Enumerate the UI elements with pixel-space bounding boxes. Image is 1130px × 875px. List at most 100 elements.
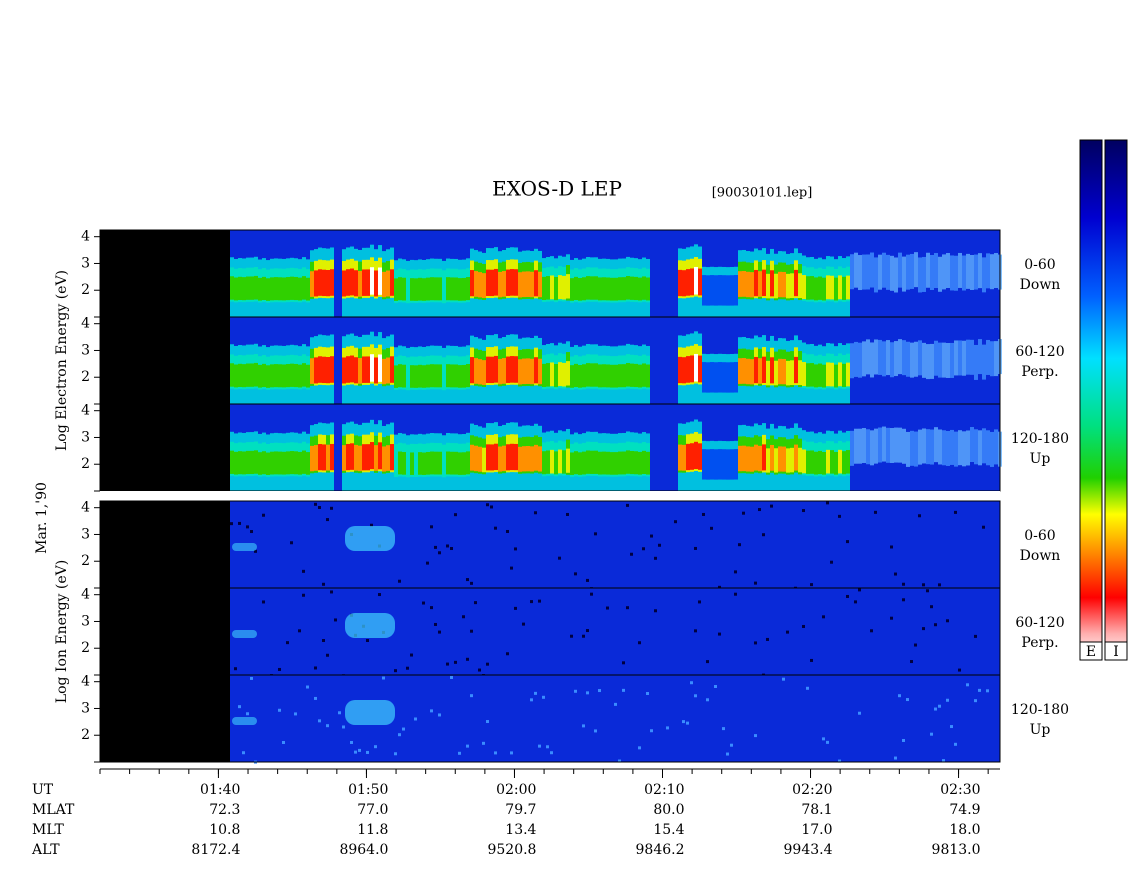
spectrum-cell: [506, 529, 509, 533]
spectrum-cell: [778, 358, 782, 385]
spectrum-cell: [682, 720, 685, 724]
spectrum-cell: [586, 629, 589, 633]
spectrum-cell: [282, 364, 286, 388]
spectrum-cell: [734, 457, 738, 478]
color-bar-label: I: [1113, 644, 1119, 660]
spectrum-cell: [610, 277, 614, 301]
spectrum-cell: [874, 510, 877, 514]
spectrum-cell: [806, 686, 809, 690]
spectrum-cell: [726, 370, 730, 391]
spectrum-cell: [614, 364, 618, 388]
spectrum-cell: [594, 363, 598, 387]
y-tick-label: 4: [81, 403, 90, 419]
spectrum-cell: [374, 270, 378, 297]
spectrum-cell: [698, 268, 702, 296]
spectrum-cell: [542, 451, 546, 475]
spectrum-cell: [426, 277, 430, 301]
spectrum-cell: [434, 545, 437, 549]
spectrum-cell: [694, 694, 697, 698]
spectrum-cell: [438, 551, 441, 555]
spectrum-cell: [614, 452, 618, 475]
spectrum-cell: [318, 444, 322, 471]
spectrum-cell: [738, 358, 742, 384]
spectrum-cell: [894, 572, 897, 576]
spectrum-cell: [546, 450, 550, 474]
orbit-value: 9520.8: [487, 842, 536, 858]
spectrum-cell: [802, 362, 806, 387]
spectrum-cell: [586, 691, 589, 695]
spectrum-cell: [298, 277, 302, 301]
spectrum-cell: [842, 451, 846, 475]
spectrum-cell: [626, 503, 629, 507]
spectrum-cell: [554, 451, 558, 475]
spectrum-cell: [646, 364, 650, 388]
spectrum-cell: [510, 566, 513, 570]
spectrum-cell: [826, 362, 830, 387]
spectrum-cell: [438, 713, 441, 717]
spectrum-cell: [498, 446, 502, 472]
spectrum-cell: [554, 364, 558, 388]
spectrum-cell: [458, 751, 461, 755]
spectrum-cell: [810, 276, 814, 300]
spectrum-cell: [566, 448, 570, 473]
spectrum-cell: [830, 450, 834, 474]
spectrum-cell: [290, 363, 294, 387]
y-tick-label: 4: [81, 587, 90, 603]
spectrum-cell: [458, 365, 462, 388]
spectrum-cell: [942, 759, 945, 763]
spectrum-cell: [926, 252, 930, 288]
spectrum-cell: [978, 430, 982, 466]
spectrum-cell: [258, 452, 262, 475]
spectrum-cell: [930, 429, 934, 465]
spectrum-cell: [910, 342, 914, 378]
spectrum-cell: [426, 561, 429, 565]
spectrum-cell: [862, 254, 866, 290]
spectrum-cell: [474, 358, 478, 384]
spectrum-cell: [434, 451, 438, 475]
spectrum-cell: [898, 339, 902, 375]
spectrum-cell: [754, 641, 757, 645]
spectrum-cell: [534, 444, 538, 471]
spectrum-cell: [934, 623, 937, 627]
spectrum-cell: [970, 339, 974, 375]
spectrum-cell: [434, 277, 438, 301]
spectrum-cell: [902, 582, 905, 586]
spectrum-cell: [502, 271, 506, 297]
spectrum-cell: [758, 445, 762, 472]
spectrum-cell: [954, 431, 958, 467]
spectrum-cell: [282, 740, 285, 744]
spectrum-cell: [830, 560, 833, 564]
spectrum-cell: [686, 721, 689, 725]
spectrum-cell: [958, 340, 962, 376]
spectrum-cell: [358, 748, 361, 752]
spectrum-cell: [430, 451, 434, 475]
spectrum-cell: [490, 356, 494, 384]
spectrum-cell: [514, 269, 518, 296]
spectrum-cell: [890, 255, 894, 291]
spectrum-cell: [362, 269, 366, 296]
ion-blob: [345, 613, 395, 638]
spectrum-cell: [510, 269, 514, 296]
spectrum-cell: [770, 444, 774, 471]
spectrum-cell: [858, 342, 862, 378]
spectrum-cell: [678, 444, 682, 471]
spectrum-cell: [466, 744, 469, 748]
spectrum-cell: [310, 445, 314, 472]
spectrum-cell: [366, 639, 369, 643]
spectrum-cell: [678, 269, 682, 297]
spectrum-cell: [598, 277, 602, 301]
spectrum-cell: [990, 431, 994, 467]
spectrum-cell: [718, 632, 721, 636]
spectrum-cell: [246, 712, 249, 716]
spectrum-cell: [974, 254, 978, 290]
spectrum-cell: [302, 450, 306, 474]
spectrum-cell: [806, 450, 810, 474]
spectrum-cell: [486, 503, 489, 507]
orbit-value: 79.7: [505, 802, 536, 818]
spectrum-cell: [894, 756, 897, 760]
spectrum-cell: [982, 525, 985, 529]
spectrum-cell: [874, 428, 878, 464]
spectrum-cell: [486, 720, 489, 724]
spectrum-cell: [538, 599, 541, 603]
x-axis-label: UT: [32, 782, 54, 798]
